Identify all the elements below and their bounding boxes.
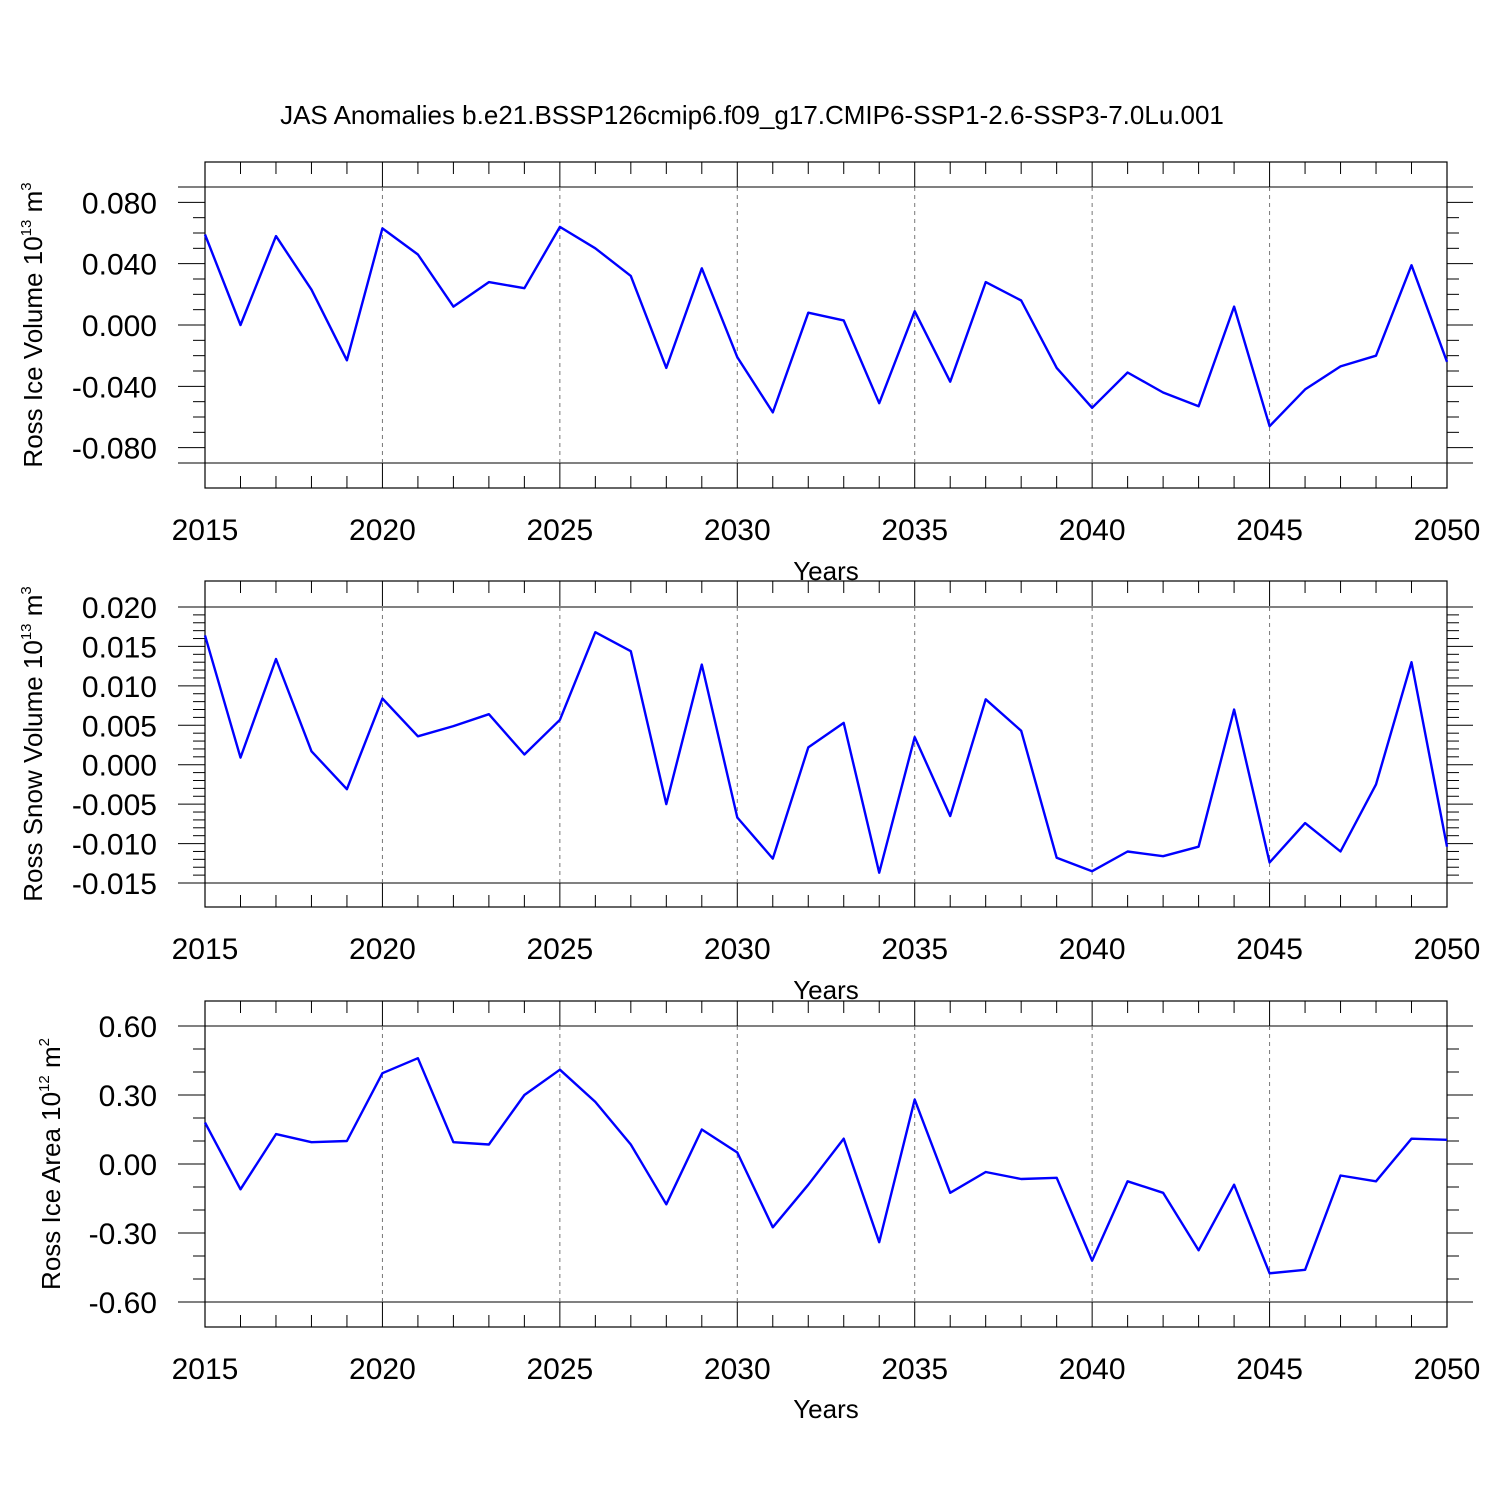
y-tick-label: 0.040 bbox=[82, 249, 157, 282]
x-axis-title: Years bbox=[793, 975, 859, 1005]
y-axis-title: Ross Snow Volume 1013 m3 bbox=[18, 586, 48, 902]
x-tick-label: 2050 bbox=[1414, 514, 1481, 547]
x-tick-label: 2035 bbox=[881, 933, 948, 966]
y-tick-label: -0.30 bbox=[89, 1218, 157, 1251]
plot-frame bbox=[204, 161, 1448, 489]
x-tick-label: 2040 bbox=[1059, 933, 1126, 966]
y-tick-label: -0.60 bbox=[89, 1287, 157, 1320]
series-line bbox=[203, 631, 1449, 874]
x-tick-label: 2025 bbox=[526, 1353, 593, 1386]
panel-3: 2015 2020 2025 2030 2035 2040 2045 2050 Years 0.6… bbox=[36, 1000, 1481, 1424]
x-tick-label: 2020 bbox=[349, 933, 416, 966]
x-tick-label: 2040 bbox=[1059, 514, 1126, 547]
x-tick-label: 2020 bbox=[349, 1353, 416, 1386]
x-tick-label: 2050 bbox=[1414, 1353, 1481, 1386]
series-line bbox=[203, 225, 1449, 428]
y-tick-label: 0.30 bbox=[99, 1080, 157, 1113]
x-tick-label: 2040 bbox=[1059, 1353, 1126, 1386]
y-tick-label: 0.000 bbox=[82, 310, 157, 343]
series-line bbox=[203, 1056, 1448, 1275]
x-tick-label: 2030 bbox=[704, 933, 771, 966]
x-tick-label: 2045 bbox=[1236, 1353, 1303, 1386]
y-tick-label: 0.015 bbox=[82, 631, 157, 664]
plot-frame bbox=[204, 580, 1448, 908]
y-tick-label: -0.040 bbox=[72, 371, 157, 404]
y-tick-label: -0.010 bbox=[72, 829, 157, 862]
x-tick-label: 2050 bbox=[1414, 933, 1481, 966]
x-tick-label: 2015 bbox=[172, 514, 239, 547]
y-tick-label: 0.000 bbox=[82, 750, 157, 783]
y-axis-title: Ross Ice Volume 1013 m3 bbox=[18, 182, 48, 467]
x-tick-label: 2030 bbox=[704, 1353, 771, 1386]
y-tick-label: 0.00 bbox=[99, 1149, 157, 1182]
panel-2: 2015 2020 2025 2030 2035 2040 2045 2050 Years 0.0… bbox=[18, 580, 1481, 1005]
y-tick-label: -0.005 bbox=[72, 789, 157, 822]
y-tick-label: 0.020 bbox=[82, 592, 157, 625]
x-tick-label: 2045 bbox=[1236, 514, 1303, 547]
panels-group: 2015 2020 2025 2030 2035 2040 2045 2050 Years 0.0… bbox=[18, 161, 1481, 1424]
x-axis-title: Years bbox=[793, 1394, 859, 1424]
x-tick-label: 2025 bbox=[526, 514, 593, 547]
plot-frame bbox=[204, 1000, 1448, 1328]
y-tick-label: 0.60 bbox=[99, 1011, 157, 1044]
x-tick-label: 2035 bbox=[881, 514, 948, 547]
x-tick-label: 2015 bbox=[172, 933, 239, 966]
x-tick-label: 2035 bbox=[881, 1353, 948, 1386]
x-tick-label: 2030 bbox=[704, 514, 771, 547]
y-tick-label: 0.010 bbox=[82, 671, 157, 704]
y-tick-label: 0.005 bbox=[82, 710, 157, 743]
y-tick-label: 0.080 bbox=[82, 187, 157, 220]
figure-title: JAS Anomalies b.e21.BSSP126cmip6.f09_g17… bbox=[280, 100, 1224, 130]
x-tick-label: 2025 bbox=[526, 933, 593, 966]
x-tick-label: 2020 bbox=[349, 514, 416, 547]
y-tick-label: -0.080 bbox=[72, 433, 157, 466]
y-axis-title: Ross Ice Area 1012 m2 bbox=[36, 1038, 66, 1290]
y-tick-label: -0.015 bbox=[72, 868, 157, 901]
x-tick-label: 2015 bbox=[172, 1353, 239, 1386]
panel-1: 2015 2020 2025 2030 2035 2040 2045 2050Years0.0… bbox=[18, 161, 1481, 586]
x-tick-label: 2045 bbox=[1236, 933, 1303, 966]
